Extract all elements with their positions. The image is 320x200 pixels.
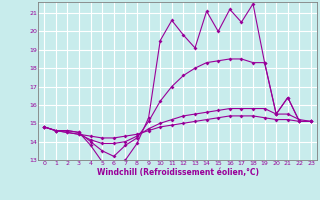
X-axis label: Windchill (Refroidissement éolien,°C): Windchill (Refroidissement éolien,°C)	[97, 168, 259, 177]
